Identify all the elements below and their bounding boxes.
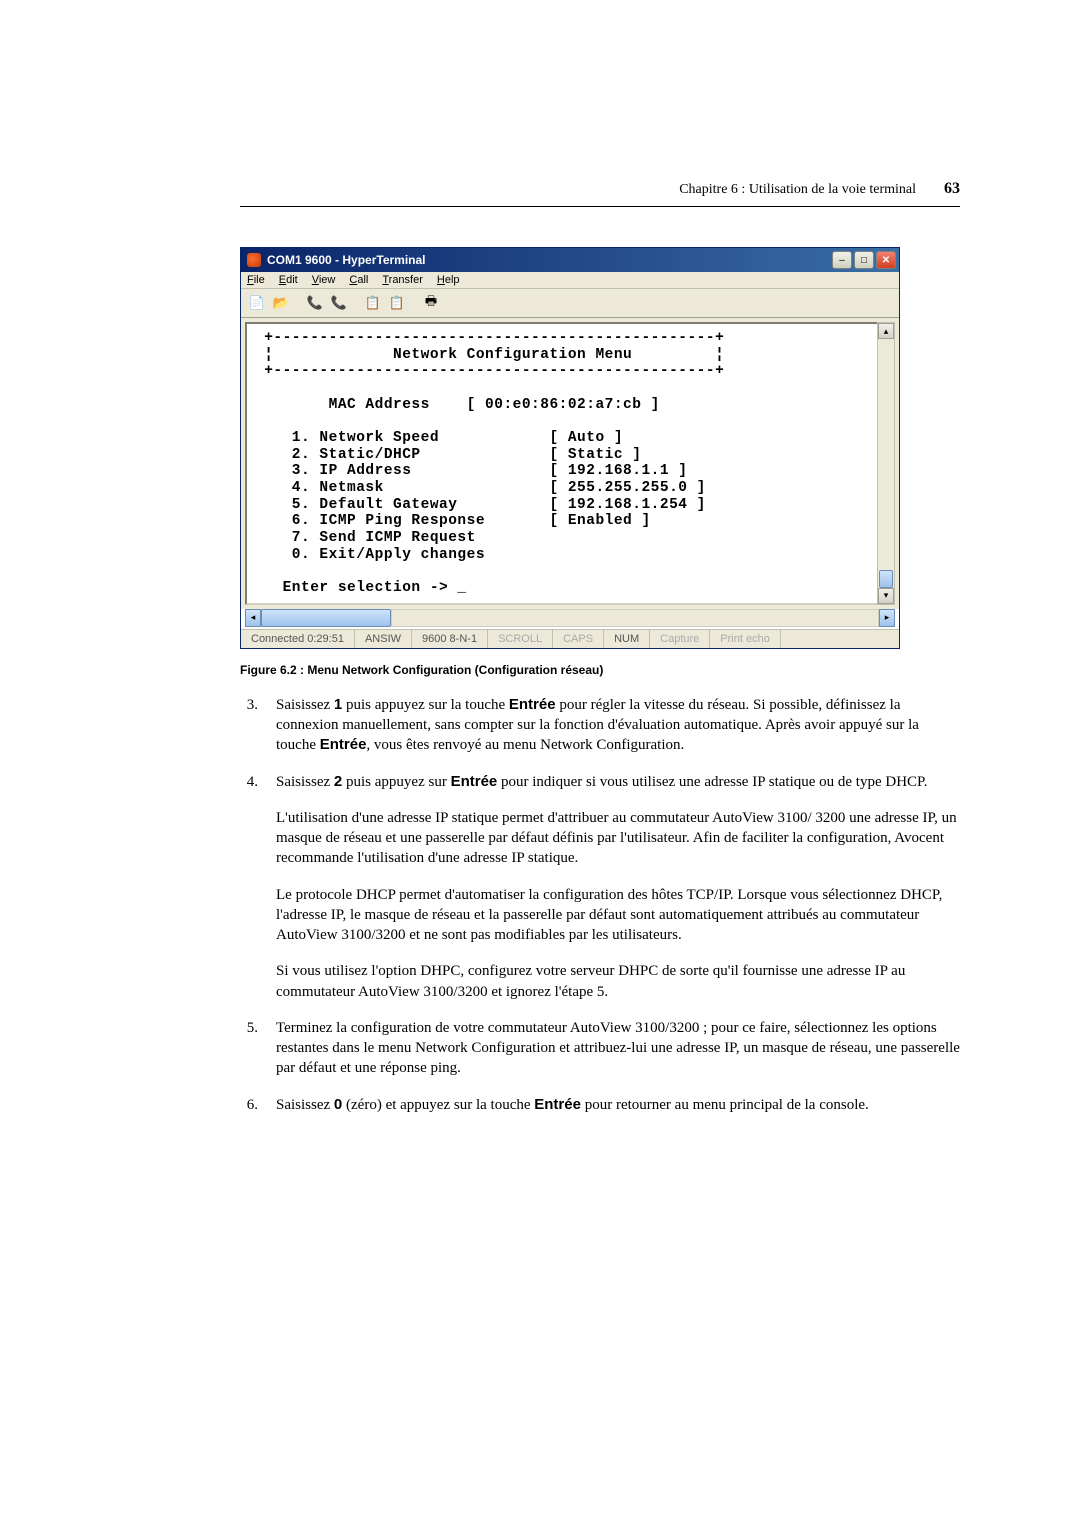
toolbar-properties-icon[interactable]: 🖶 — [421, 293, 441, 313]
step-text: Saisissez 2 puis appuyez sur Entrée pour… — [276, 772, 960, 792]
scroll-down-arrow[interactable]: ▾ — [878, 588, 894, 604]
vertical-scrollbar[interactable]: ▴ ▾ — [877, 322, 895, 605]
status-terminal: ANSIW — [355, 630, 412, 648]
toolbar-new-icon[interactable]: 📄 — [247, 293, 267, 313]
horizontal-scrollbar[interactable]: ◂ ▸ — [245, 609, 895, 627]
step-text: Saisissez 0 (zéro) et appuyez sur la tou… — [276, 1095, 960, 1115]
step-6: 6. Saisissez 0 (zéro) et appuyez sur la … — [240, 1095, 960, 1115]
step-text: Terminez la configuration de votre commu… — [276, 1018, 960, 1079]
status-scroll: SCROLL — [488, 630, 553, 648]
step-number: 4. — [240, 772, 258, 792]
window-buttons: – □ ✕ — [832, 251, 896, 269]
close-button[interactable]: ✕ — [876, 251, 896, 269]
toolbar-receive-icon[interactable]: 📋 — [387, 293, 407, 313]
scroll-thumb[interactable] — [879, 570, 893, 588]
scroll-up-arrow[interactable]: ▴ — [878, 323, 894, 339]
step-4-para-b: Le protocole DHCP permet d'automatiser l… — [276, 885, 960, 946]
scroll-right-arrow[interactable]: ▸ — [879, 609, 895, 627]
window-titlebar: COM1 9600 - HyperTerminal – □ ✕ — [241, 248, 899, 272]
window-title: COM1 9600 - HyperTerminal — [267, 253, 426, 267]
toolbar-separator — [411, 293, 417, 313]
toolbar-send-icon[interactable]: 📋 — [363, 293, 383, 313]
status-echo: Print echo — [710, 630, 781, 648]
status-settings: 9600 8-N-1 — [412, 630, 488, 648]
toolbar-disconnect-icon[interactable]: 📞 — [329, 293, 349, 313]
header-page-number: 63 — [944, 180, 960, 198]
scroll-track[interactable] — [878, 339, 894, 588]
toolbar-call-icon[interactable]: 📞 — [305, 293, 325, 313]
status-capture: Capture — [650, 630, 710, 648]
menu-edit[interactable]: Edit — [279, 274, 298, 286]
hscroll-track[interactable] — [391, 609, 879, 627]
status-connected: Connected 0:29:51 — [241, 630, 355, 648]
terminal-output[interactable]: +---------------------------------------… — [245, 322, 895, 605]
scroll-left-arrow[interactable]: ◂ — [245, 609, 261, 627]
body-text: 3. Saisissez 1 puis appuyez sur la touch… — [240, 695, 960, 1115]
step-text: Saisissez 1 puis appuyez sur la touche E… — [276, 695, 960, 756]
app-icon — [247, 253, 261, 267]
menu-call[interactable]: Call — [349, 274, 368, 286]
hscroll-thumb[interactable] — [261, 609, 391, 627]
step-number: 3. — [240, 695, 258, 756]
status-num: NUM — [604, 630, 650, 648]
step-4: 4. Saisissez 2 puis appuyez sur Entrée p… — [240, 772, 960, 792]
menu-help[interactable]: Help — [437, 274, 460, 286]
menu-file[interactable]: File — [247, 274, 265, 286]
hyperterminal-window: COM1 9600 - HyperTerminal – □ ✕ File Edi… — [240, 247, 900, 649]
page-header: Chapitre 6 : Utilisation de la voie term… — [240, 180, 960, 207]
step-number: 5. — [240, 1018, 258, 1079]
maximize-button[interactable]: □ — [854, 251, 874, 269]
step-4-para-c: Si vous utilisez l'option DHPC, configur… — [276, 961, 960, 1002]
minimize-button[interactable]: – — [832, 251, 852, 269]
toolbar-open-icon[interactable]: 📂 — [271, 293, 291, 313]
status-caps: CAPS — [553, 630, 604, 648]
toolbar: 📄 📂 📞 📞 📋 📋 🖶 — [241, 289, 899, 318]
menu-transfer[interactable]: Transfer — [382, 274, 423, 286]
menu-view[interactable]: View — [312, 274, 336, 286]
step-4-para-a: L'utilisation d'une adresse IP statique … — [276, 808, 960, 869]
header-chapter: Chapitre 6 : Utilisation de la voie term… — [679, 182, 916, 198]
step-number: 6. — [240, 1095, 258, 1115]
step-5: 5. Terminez la configuration de votre co… — [240, 1018, 960, 1079]
statusbar: Connected 0:29:51 ANSIW 9600 8-N-1 SCROL… — [241, 629, 899, 648]
menubar: File Edit View Call Transfer Help — [241, 272, 899, 289]
step-3: 3. Saisissez 1 puis appuyez sur la touch… — [240, 695, 960, 756]
toolbar-separator — [353, 293, 359, 313]
figure-caption: Figure 6.2 : Menu Network Configuration … — [240, 663, 960, 677]
toolbar-separator — [295, 293, 301, 313]
